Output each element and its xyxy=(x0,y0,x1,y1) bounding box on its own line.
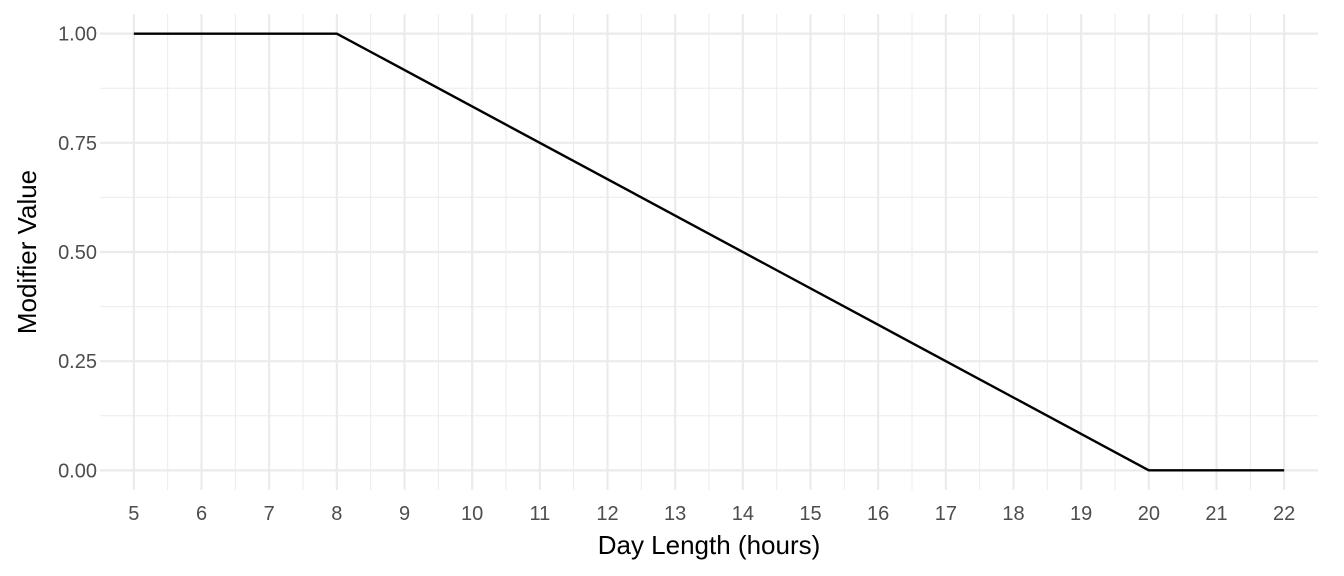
x-axis-title: Day Length (hours) xyxy=(598,530,821,560)
x-tick-label: 20 xyxy=(1138,503,1160,525)
x-tick-label: 10 xyxy=(461,503,483,525)
x-tick-label: 13 xyxy=(664,503,686,525)
x-tick-label: 5 xyxy=(128,503,139,525)
y-tick-label: 0.00 xyxy=(58,460,97,482)
x-tick-label: 21 xyxy=(1205,503,1227,525)
y-tick-label: 1.00 xyxy=(58,24,97,46)
x-tick-label: 7 xyxy=(264,503,275,525)
x-tick-label: 16 xyxy=(867,503,889,525)
data-series xyxy=(133,32,1285,472)
x-tick-label: 18 xyxy=(1002,503,1024,525)
x-tick-label: 14 xyxy=(732,503,754,525)
x-tick-label: 19 xyxy=(1070,503,1092,525)
y-axis-title: Modifier Value xyxy=(12,170,42,334)
x-tick-label: 11 xyxy=(529,503,550,525)
series-line xyxy=(133,32,1285,472)
y-tick-label: 0.25 xyxy=(58,351,97,373)
x-tick-label: 9 xyxy=(399,503,410,525)
x-axis-tick-labels: 5 6 7 8 9 10 11 12 13 14 15 16 17 18 19 20 21 22 xyxy=(128,503,1295,525)
x-tick-label: 15 xyxy=(799,503,821,525)
major-gridlines xyxy=(100,14,1318,490)
x-tick-label: 12 xyxy=(596,503,618,525)
y-axis-tick-labels: 0.00 0.25 0.50 0.75 1.00 xyxy=(58,24,97,483)
x-tick-label: 22 xyxy=(1273,503,1295,525)
x-tick-label: 8 xyxy=(331,503,342,525)
x-tick-label: 6 xyxy=(196,503,207,525)
y-tick-label: 0.75 xyxy=(58,133,97,155)
y-tick-label: 0.50 xyxy=(58,242,97,264)
x-tick-label: 17 xyxy=(935,503,957,525)
